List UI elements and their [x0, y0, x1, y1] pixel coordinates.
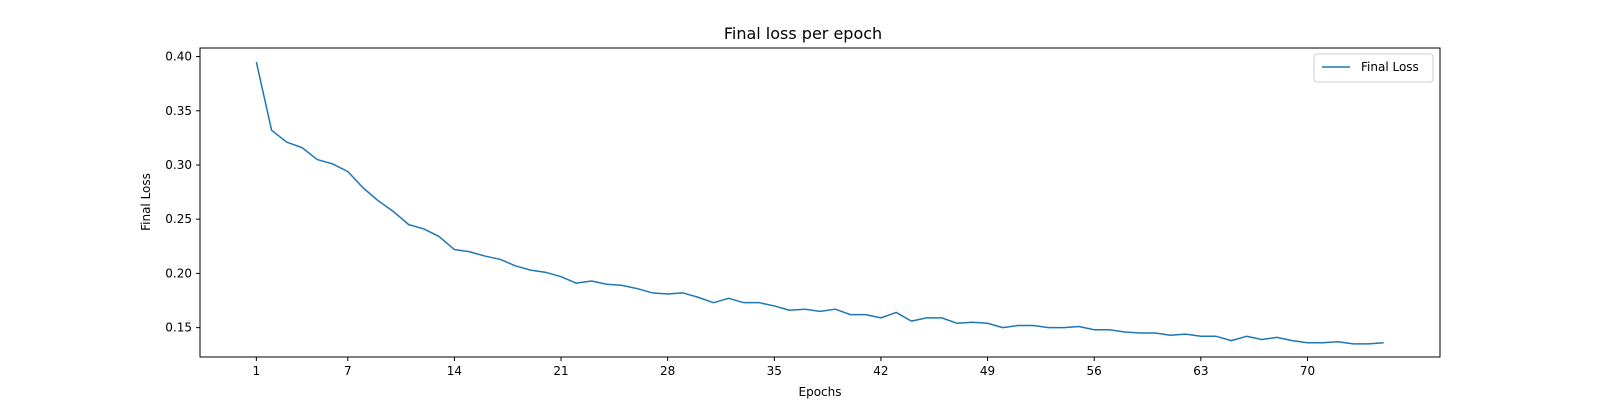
x-axis-label: Epochs [799, 385, 842, 399]
y-axis-label: Final Loss [139, 173, 153, 231]
x-axis: 1 7 14 21 28 35 42 49 56 63 70 [253, 357, 1315, 378]
x-tick-label: 63 [1193, 364, 1208, 378]
x-tick-label: 35 [767, 364, 782, 378]
series-line-final-loss [255, 61, 1384, 345]
x-tick-label: 1 [253, 364, 261, 378]
x-tick-label: 7 [344, 364, 352, 378]
y-axis: 0.15 0.20 0.25 0.30 0.35 0.40 [165, 50, 200, 335]
chart-title: Final loss per epoch [724, 24, 882, 43]
series-layer [255, 61, 1384, 345]
y-tick-label: 0.35 [165, 104, 192, 118]
y-tick-label: 0.20 [165, 266, 192, 280]
x-tick-label: 70 [1300, 364, 1315, 378]
legend-box [1313, 53, 1434, 83]
x-tick-label: 42 [873, 364, 888, 378]
x-tick-label: 56 [1087, 364, 1102, 378]
legend-label-final-loss: Final Loss [1361, 60, 1419, 74]
plot-frame [199, 47, 1441, 358]
y-tick-label: 0.25 [165, 212, 192, 226]
x-tick-label: 14 [447, 364, 462, 378]
y-tick-label: 0.30 [165, 158, 192, 172]
plot-area: 1 7 14 21 28 35 42 49 56 63 70 0.15 0.20 0.25 0.30 0.3… [165, 47, 1441, 378]
y-tick-label: 0.40 [165, 50, 192, 64]
y-tick-label: 0.15 [165, 321, 192, 335]
x-tick-label: 21 [553, 364, 568, 378]
x-tick-label: 49 [980, 364, 995, 378]
x-tick-label: 28 [660, 364, 675, 378]
legend: Final Loss [1313, 53, 1434, 83]
